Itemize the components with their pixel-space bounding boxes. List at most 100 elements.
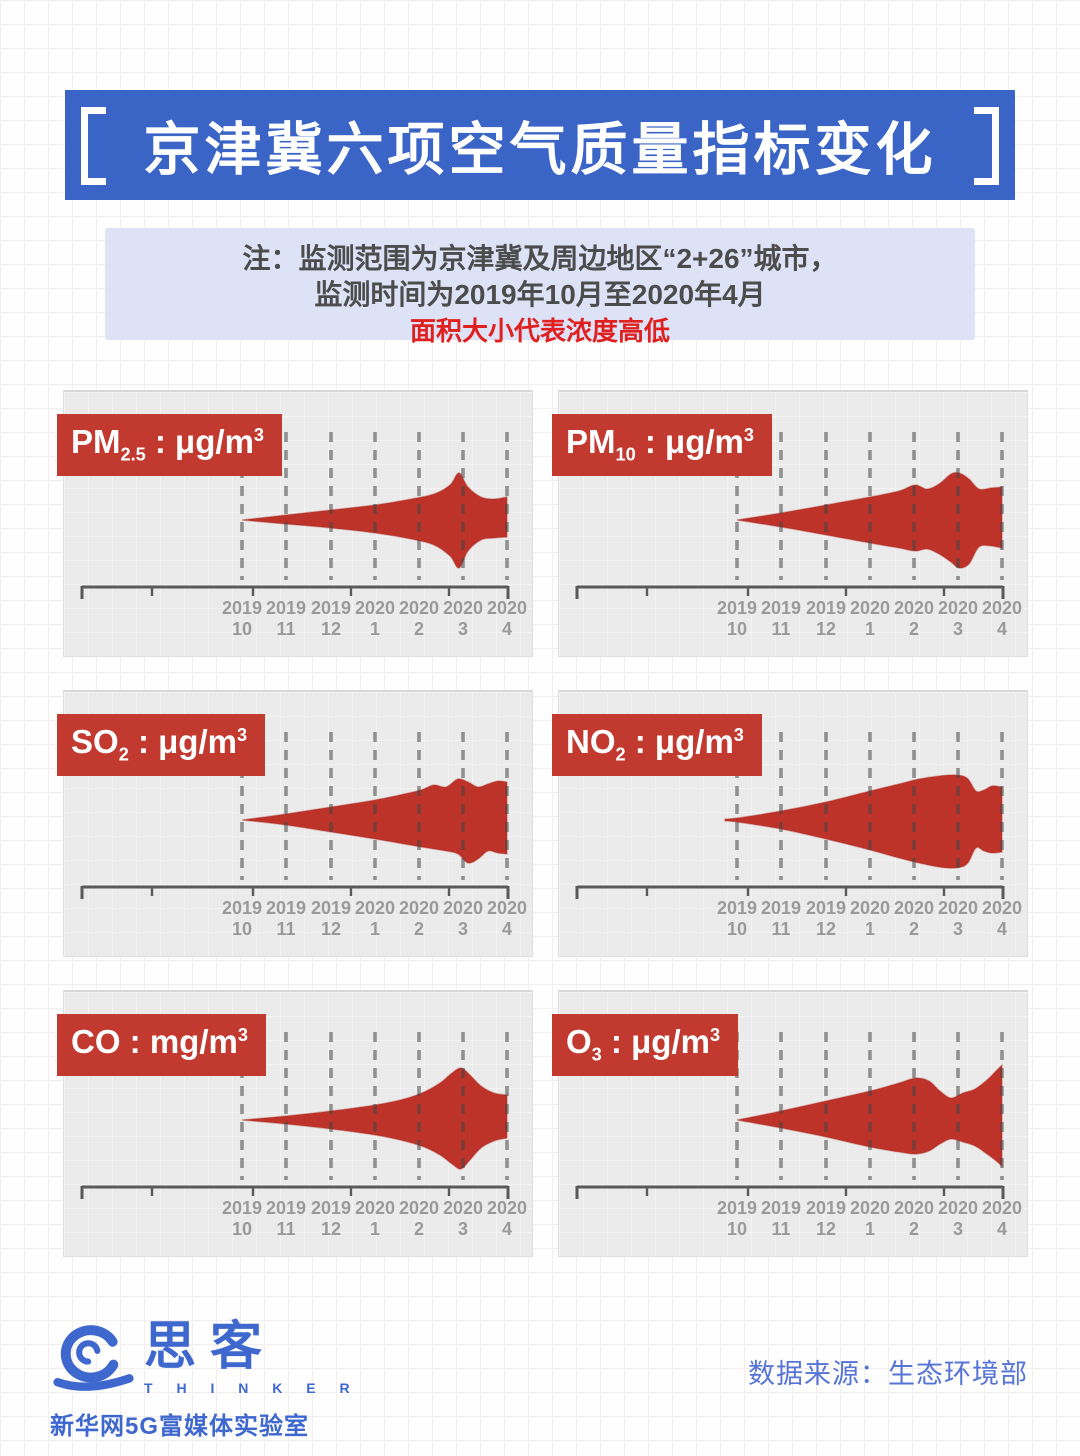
tick-label-month: 1: [370, 919, 380, 939]
tick-label-year: 2020: [982, 1198, 1022, 1218]
brand-name-en: T H I N K E R: [144, 1380, 360, 1396]
tick-label-month: 1: [370, 1219, 380, 1239]
tick-label-month: 10: [727, 919, 747, 939]
tick-label-year: 2019: [311, 1198, 351, 1218]
stream-shape-so2: [241, 778, 508, 864]
label-separator: :: [635, 423, 666, 460]
tick-label-year: 2020: [894, 1198, 934, 1218]
tick-label-year: 2019: [761, 1198, 801, 1218]
tick-label-year: 2019: [761, 598, 801, 618]
tick-label-month: 10: [232, 919, 252, 939]
chart-panel-pm25: PM2.5 : μg/m3 2019 10 2019 11 2019 12 2020 1 202…: [57, 390, 533, 657]
title-banner: 京津冀六项空气质量指标变化: [65, 90, 1015, 200]
tick-label-year: 2020: [355, 898, 395, 918]
tick-label-year: 2019: [266, 1198, 306, 1218]
pollutant-name: PM: [71, 423, 121, 460]
stream-shape-no2: [724, 774, 1003, 869]
unit-text: μg/m: [665, 423, 744, 460]
unit-superscript: 3: [709, 1025, 721, 1045]
brand-name-cn: 思客: [144, 1319, 277, 1376]
tick-label-month: 1: [865, 619, 875, 639]
chart-panel-no2: NO2 : μg/m3 2019 10 2019 11 2019 12 2020 1 2020 2…: [552, 690, 1028, 957]
unit-text: μg/m: [654, 723, 734, 760]
chart-label-so2: SO2 : μg/m3: [57, 714, 266, 777]
tick-label-month: 3: [953, 619, 963, 639]
tick-label-year: 2019: [717, 1198, 757, 1218]
tick-label-month: 11: [276, 1219, 295, 1239]
tick-label-month: 12: [321, 919, 341, 939]
tick-label-year: 2019: [266, 898, 306, 918]
tick-label-year: 2020: [982, 598, 1022, 618]
tick-label-month: 10: [232, 1219, 252, 1239]
tick-label-month: 2: [414, 619, 424, 639]
label-separator: :: [601, 1023, 632, 1060]
tick-label-year: 2020: [938, 598, 978, 618]
lab-name: 新华网5G富媒体实验室: [50, 1413, 310, 1440]
tick-label-month: 2: [909, 619, 919, 639]
tick-label-year: 2019: [222, 1198, 262, 1218]
tick-label-year: 2020: [355, 1198, 395, 1218]
tick-label-month: 4: [997, 919, 1007, 939]
unit-text: mg/m: [149, 1023, 238, 1060]
tick-label-month: 4: [997, 619, 1007, 639]
thinker-logo: 思客 T H I N K E R 新华网5G富媒体实验室: [50, 1318, 360, 1441]
pollutant-name: CO: [71, 1023, 121, 1060]
tick-label-year: 2020: [894, 598, 934, 618]
tick-label-year: 2019: [717, 898, 757, 918]
unit-text: μg/m: [158, 723, 237, 760]
chart-panel-pm10: PM10 : μg/m3 2019 10 2019 11 2019 12 2020 1 2020…: [552, 390, 1028, 657]
tick-label-year: 2019: [266, 598, 306, 618]
tick-label-year: 2020: [894, 898, 934, 918]
tick-label-year: 2020: [938, 1198, 978, 1218]
tick-label-month: 3: [458, 619, 468, 639]
tick-label-month: 4: [997, 1219, 1007, 1239]
chart-label-no2: NO2 : μg/m3: [552, 714, 762, 777]
unit-superscript: 3: [733, 725, 744, 745]
unit-text: μg/m: [631, 1023, 710, 1060]
tick-label-month: 11: [276, 919, 295, 939]
label-separator: :: [625, 723, 655, 760]
tick-label-year: 2020: [982, 898, 1022, 918]
tick-label-month: 4: [502, 619, 512, 639]
stream-shape-pm10: [736, 471, 1003, 569]
pollutant-subscript: 2.5: [120, 444, 146, 465]
pollutant-name: NO: [566, 723, 616, 760]
stream-shape-pm25: [241, 472, 508, 569]
unit-superscript: 3: [237, 1025, 248, 1045]
tick-label-year: 2020: [443, 1198, 483, 1218]
tick-label-year: 2020: [487, 1198, 527, 1218]
pollutant-subscript: 10: [615, 444, 636, 465]
pollutant-name: SO: [71, 723, 119, 760]
tick-label-month: 2: [414, 919, 424, 939]
tick-label-month: 1: [370, 619, 380, 639]
data-source: 数据来源：生态环境部: [748, 1359, 1028, 1389]
tick-label-month: 10: [232, 619, 252, 639]
note-line-1: 注：监测范围为京津冀及周边地区“2+26”城市，: [242, 243, 838, 274]
page-title: 京津冀六项空气质量指标变化: [143, 118, 937, 182]
note-box: 注：监测范围为京津冀及周边地区“2+26”城市， 监测时间为2019年10月至2…: [105, 228, 975, 346]
chart-label-pm25: PM2.5 : μg/m3: [57, 414, 282, 477]
tick-label-year: 2019: [222, 898, 262, 918]
pollutant-name: O: [566, 1023, 592, 1060]
tick-label-month: 12: [816, 1219, 836, 1239]
pollutant-subscript: 3: [591, 1044, 602, 1065]
tick-label-year: 2020: [850, 898, 890, 918]
unit-superscript: 3: [743, 425, 754, 445]
left-bracket-icon: [81, 107, 106, 185]
pollutant-subscript: 2: [118, 744, 129, 765]
tick-label-month: 11: [771, 619, 790, 639]
pollutant-name: PM: [566, 423, 616, 460]
tick-label-month: 3: [458, 1219, 468, 1239]
stream-shape-co: [241, 1067, 508, 1170]
tick-label-year: 2020: [443, 598, 483, 618]
tick-label-month: 10: [727, 619, 747, 639]
tick-label-year: 2020: [850, 598, 890, 618]
tick-label-month: 1: [865, 919, 875, 939]
note-line-3: 面积大小代表浓度高低: [409, 316, 670, 346]
